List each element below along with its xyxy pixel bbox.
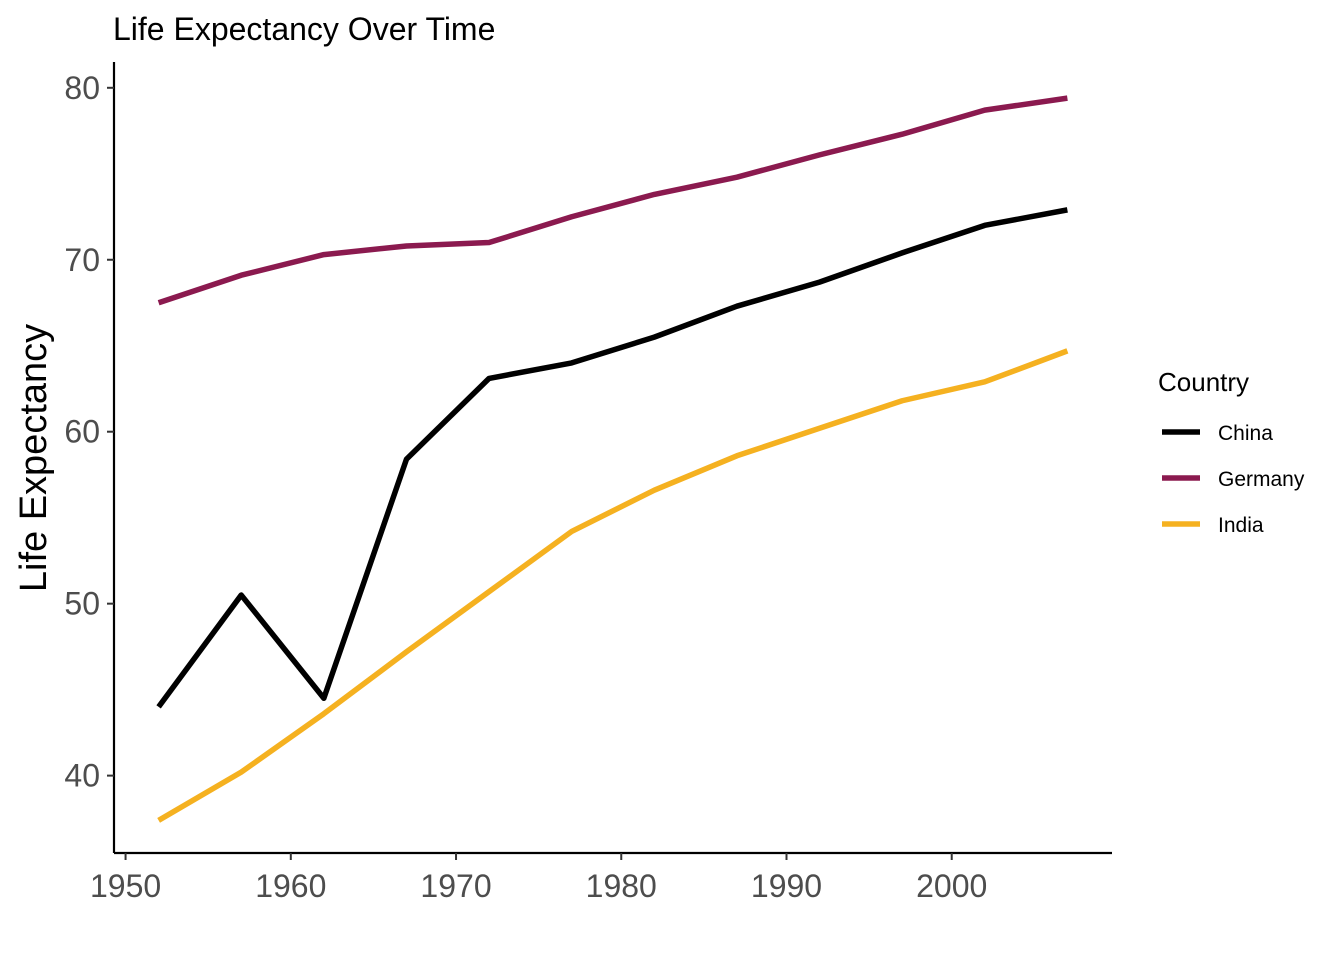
chart-title: Life Expectancy Over Time [113, 11, 495, 47]
x-tick-label: 1970 [420, 868, 491, 904]
y-tick-label: 70 [64, 242, 100, 278]
axes: 1950 1960 1970 1980 1990 2000 40 50 60 70 80 [64, 62, 1112, 904]
legend: Country China Germany India [1158, 367, 1305, 537]
legend-label-germany: Germany [1218, 468, 1305, 491]
series-lines [156, 95, 1069, 823]
y-tick-label: 50 [64, 586, 100, 622]
x-tick-label: 1980 [586, 868, 657, 904]
x-tick-label: 1950 [90, 868, 161, 904]
series-line-germany [157, 95, 1068, 306]
y-tick-label: 80 [64, 70, 100, 106]
x-tick-label: 1990 [751, 868, 822, 904]
series-line-india [157, 348, 1069, 823]
y-axis-title: Life Expectancy [13, 324, 55, 592]
legend-label-india: India [1218, 514, 1264, 537]
y-tick-label: 60 [64, 414, 100, 450]
y-tick-label: 40 [64, 758, 100, 794]
legend-title: Country [1158, 367, 1249, 397]
series-line-china [156, 207, 1068, 709]
x-tick-label: 1960 [255, 868, 326, 904]
legend-label-china: China [1218, 422, 1273, 445]
x-tick-label: 2000 [916, 868, 987, 904]
